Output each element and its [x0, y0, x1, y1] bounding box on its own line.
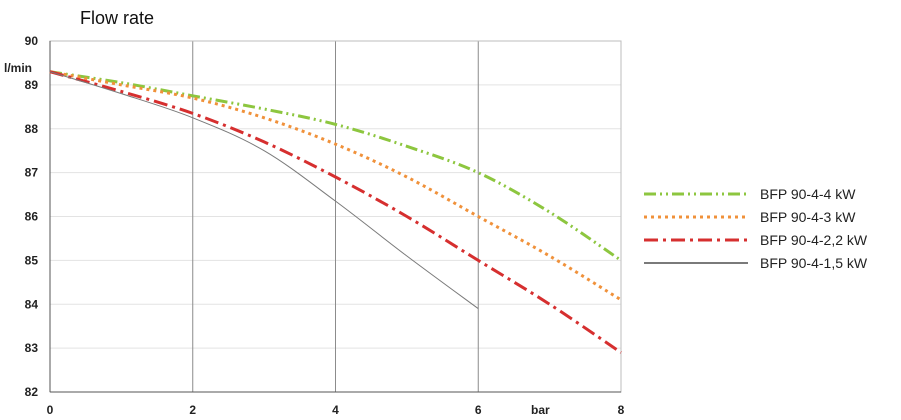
- y-tick-label: 88: [25, 122, 39, 136]
- legend: BFP 90-4-4 kW BFP 90-4-3 kW BFP 90-4-2,2 k…: [644, 186, 868, 271]
- series-line-4: [50, 72, 478, 309]
- grid-layer: [50, 41, 621, 392]
- x-tick-label: 8: [618, 403, 625, 417]
- x-tick-label: 6: [475, 403, 482, 417]
- y-tick-label: 90: [25, 34, 39, 48]
- x-tick-label: 4: [332, 403, 339, 417]
- y-tick-label: 82: [25, 385, 39, 399]
- y-axis-unit-label: l/min: [4, 61, 32, 75]
- y-tick-label: 85: [25, 253, 39, 267]
- y-tick-label: 84: [25, 297, 39, 311]
- legend-label-2: BFP 90-4-3 kW: [760, 209, 856, 225]
- legend-label-4: BFP 90-4-1,5 kW: [760, 255, 868, 271]
- x-tick-label: 0: [47, 403, 54, 417]
- y-tick-label: 87: [25, 166, 39, 180]
- y-tick-label: 89: [25, 78, 39, 92]
- y-tick-label: 86: [25, 210, 39, 224]
- legend-label-1: BFP 90-4-4 kW: [760, 186, 856, 202]
- x-tick-label: 2: [189, 403, 196, 417]
- y-tick-label: 83: [25, 341, 39, 355]
- x-axis-unit-label: bar: [531, 403, 550, 417]
- chart-title: Flow rate: [80, 8, 154, 28]
- legend-label-3: BFP 90-4-2,2 kW: [760, 232, 868, 248]
